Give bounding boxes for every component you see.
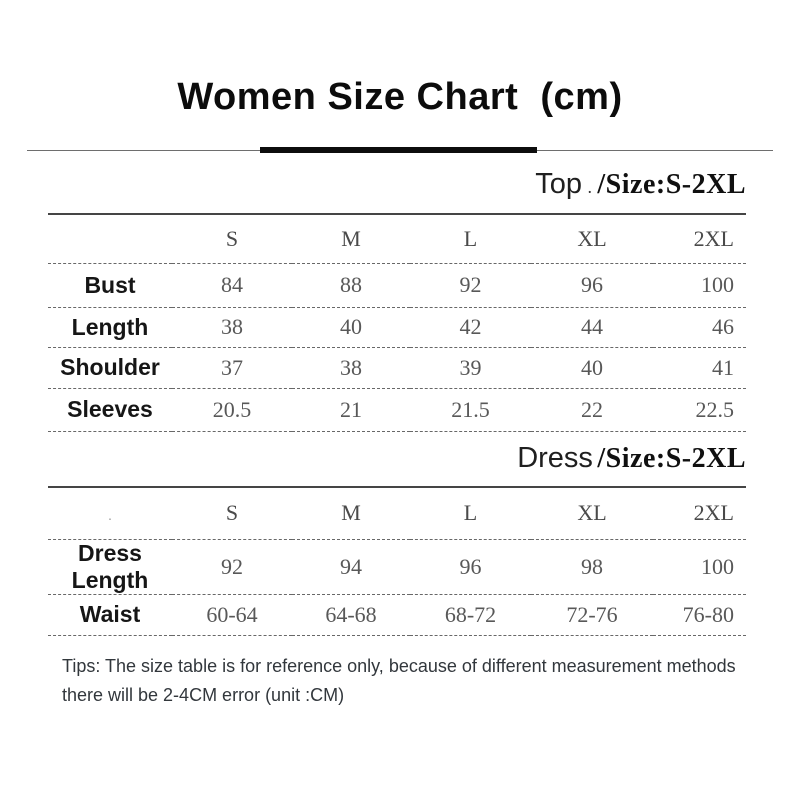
size-value: 76-80 xyxy=(682,601,734,627)
size-value: 46 xyxy=(712,314,734,339)
size-value: 40 xyxy=(340,314,362,339)
size-value: 92 xyxy=(459,272,482,297)
tips-line-1: Tips: The size table is for reference on… xyxy=(62,656,736,676)
column-header-2xl: 2XL xyxy=(693,500,734,526)
page-title: Women Size Chart (cm) xyxy=(177,76,623,118)
size-value: 21 xyxy=(340,396,362,422)
table-row-sleeves: Sleeves 20.5 21 21.5 22 22.5 xyxy=(48,388,746,431)
size-value: 96 xyxy=(459,553,482,579)
row-label: Sleeves xyxy=(67,396,153,422)
heading-dot-mark: . xyxy=(587,177,592,197)
section-top-label: Top xyxy=(535,168,582,200)
size-value: 21.5 xyxy=(451,396,490,422)
column-header-xl: XL xyxy=(577,225,607,251)
section-dress-label: Dress xyxy=(517,442,593,474)
row-label: Length xyxy=(71,313,149,340)
size-table-dress: . S M L XL 2XL Dress Length 92 94 96 98 … xyxy=(48,486,746,636)
corner-cell xyxy=(48,214,172,263)
table-row-bust: Bust 84 88 92 96 100 xyxy=(48,263,746,307)
size-value: 96 xyxy=(581,272,603,297)
column-header-xl: XL xyxy=(577,500,607,526)
size-value: 92 xyxy=(221,553,243,579)
size-value: 22 xyxy=(581,396,603,422)
table-header-row: S M L XL 2XL xyxy=(48,214,746,263)
table-row-waist: Waist 60-64 64-68 68-72 72-76 76-80 xyxy=(48,594,746,635)
size-value: 88 xyxy=(340,272,362,297)
table-row-dress-length: Dress Length 92 94 96 98 100 xyxy=(48,539,746,594)
row-label: Waist xyxy=(79,601,141,627)
size-value: 100 xyxy=(701,272,734,297)
size-value: 39 xyxy=(459,354,482,380)
tips-note: Tips: The size table is for reference on… xyxy=(62,652,762,710)
column-header-s: S xyxy=(225,225,239,251)
section-dress-size-range: /Size:S-2XL xyxy=(597,443,746,474)
size-value: 94 xyxy=(340,553,362,579)
size-value: 100 xyxy=(701,553,734,579)
size-value: 68-72 xyxy=(444,601,497,627)
size-table-top: S M L XL 2XL Bust 84 88 92 96 100 Length… xyxy=(48,213,746,432)
column-header-m: M xyxy=(341,225,361,251)
size-value: 41 xyxy=(712,354,734,380)
size-value: 44 xyxy=(581,314,603,339)
column-header-s: S xyxy=(225,500,239,526)
tips-line-2: there will be 2-4CM error (unit :CM) xyxy=(62,685,345,705)
table-row-shoulder: Shoulder 37 38 39 40 41 xyxy=(48,347,746,388)
size-value: 40 xyxy=(581,354,603,380)
column-header-l: L xyxy=(463,500,478,526)
size-value: 38 xyxy=(340,354,362,380)
size-value: 60-64 xyxy=(206,601,258,627)
size-value: 22.5 xyxy=(695,396,735,422)
row-label: Shoulder xyxy=(60,354,160,380)
table-header-row: . S M L XL 2XL xyxy=(48,487,746,539)
title-divider-accent-bar xyxy=(260,147,537,153)
column-header-2xl: 2XL xyxy=(693,225,734,251)
column-header-m: M xyxy=(341,500,361,526)
size-value: 38 xyxy=(221,314,243,339)
size-value: 20.5 xyxy=(212,396,252,422)
corner-cell: . xyxy=(48,487,172,539)
table-row-length: Length 38 40 42 44 46 xyxy=(48,307,746,347)
row-label: Dress Length xyxy=(71,539,149,593)
section-top-size-range: /Size:S-2XL xyxy=(597,169,746,200)
section-heading-dress: Dress /Size:S-2XL xyxy=(48,442,746,475)
size-value: 98 xyxy=(581,553,603,579)
size-value: 64-68 xyxy=(325,601,377,627)
section-heading-top: Top . /Size:S-2XL xyxy=(48,168,746,201)
size-value: 42 xyxy=(459,314,482,339)
size-value: 84 xyxy=(221,272,243,297)
row-label: Bust xyxy=(84,271,136,298)
size-value: 37 xyxy=(221,354,243,380)
column-header-l: L xyxy=(463,225,478,251)
stray-dot-mark: . xyxy=(108,509,112,525)
size-value: 72-76 xyxy=(566,601,618,627)
